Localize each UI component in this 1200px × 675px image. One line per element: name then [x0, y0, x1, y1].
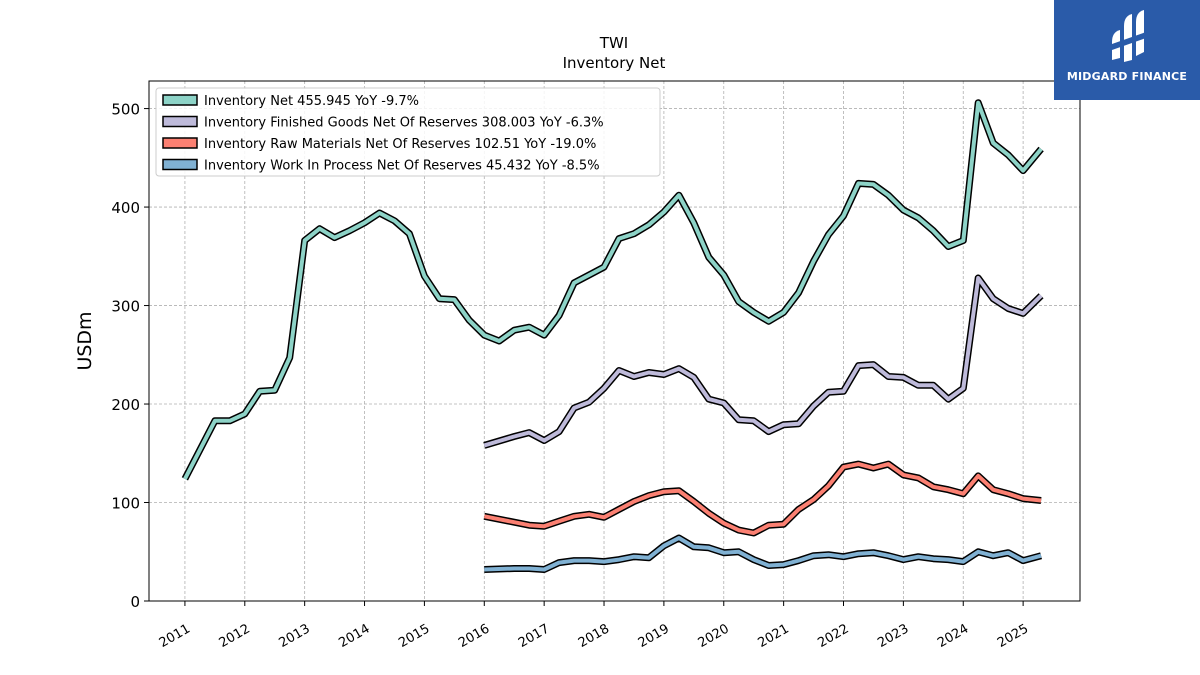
legend-label: Inventory Net 455.945 YoY -9.7% — [204, 94, 419, 109]
x-axis-ticks: 2011 2012 2013 2014 2015 2016 2017 2018 2019 2020… — [157, 601, 1031, 651]
series-line — [483, 276, 1043, 448]
x-tick-label: 2019 — [636, 621, 672, 651]
series-outline — [483, 460, 1042, 537]
legend-label: Inventory Work In Process Net Of Reserve… — [204, 159, 600, 174]
x-tick-label: 2018 — [576, 621, 612, 651]
x-tick-label: 2021 — [755, 621, 791, 651]
series-3 — [483, 460, 1042, 537]
series-4 — [484, 534, 1043, 573]
legend-swatch — [162, 115, 198, 128]
legend-swatch — [162, 137, 198, 149]
logo-text: MIDGARD FINANCE — [1066, 70, 1188, 83]
x-tick-label: 2017 — [516, 621, 552, 651]
y-tick-label: 300 — [111, 298, 140, 316]
y-tick-label: 500 — [111, 101, 140, 119]
legend-label: Inventory Finished Goods Net Of Reserves… — [204, 116, 604, 131]
legend: Inventory Net 455.945 YoY -9.7% Inventory… — [155, 87, 661, 177]
y-tick-label: 100 — [111, 495, 140, 513]
x-tick-label: 2013 — [277, 621, 313, 651]
series-2 — [483, 274, 1044, 449]
legend-entry: Inventory Raw Materials Net Of Reserves … — [162, 137, 596, 152]
legend-frame — [155, 87, 661, 177]
x-tick-label: 2022 — [815, 621, 851, 651]
logo-icon — [1112, 10, 1146, 62]
chart-subtitle: Inventory Net — [563, 54, 666, 72]
series-line — [183, 100, 1043, 480]
y-axis-ticks: 0 100 200 300 400 500 — [111, 101, 149, 611]
legend-entry: Inventory Finished Goods Net Of Reserves… — [162, 115, 604, 131]
x-tick-label: 2023 — [875, 621, 911, 651]
chart-title: TWI — [599, 34, 628, 52]
legend-swatch — [162, 94, 198, 106]
x-tick-label: 2024 — [935, 621, 971, 651]
x-tick-label: 2016 — [456, 621, 492, 651]
x-tick-label: 2025 — [995, 621, 1031, 651]
series-lines — [181, 99, 1044, 573]
y-axis-label: USDm — [74, 311, 96, 370]
legend-label: Inventory Raw Materials Net Of Reserves … — [204, 137, 596, 152]
series-1 — [181, 99, 1044, 481]
logo: MIDGARD FINANCE — [1054, 0, 1200, 100]
x-tick-label: 2015 — [396, 621, 432, 651]
x-tick-label: 2011 — [157, 621, 193, 651]
x-tick-label: 2020 — [696, 621, 732, 651]
y-tick-label: 200 — [111, 396, 140, 414]
legend-entry: Inventory Work In Process Net Of Reserve… — [162, 158, 600, 174]
y-tick-label: 0 — [130, 593, 140, 611]
series-line — [484, 536, 1042, 572]
legend-entry: Inventory Net 455.945 YoY -9.7% — [162, 94, 419, 109]
legend-swatch — [162, 158, 198, 171]
x-tick-label: 2012 — [217, 621, 253, 651]
x-tick-label: 2014 — [336, 621, 372, 651]
y-tick-label: 400 — [111, 199, 140, 217]
plot-frame — [148, 80, 1081, 602]
series-line — [483, 462, 1042, 535]
